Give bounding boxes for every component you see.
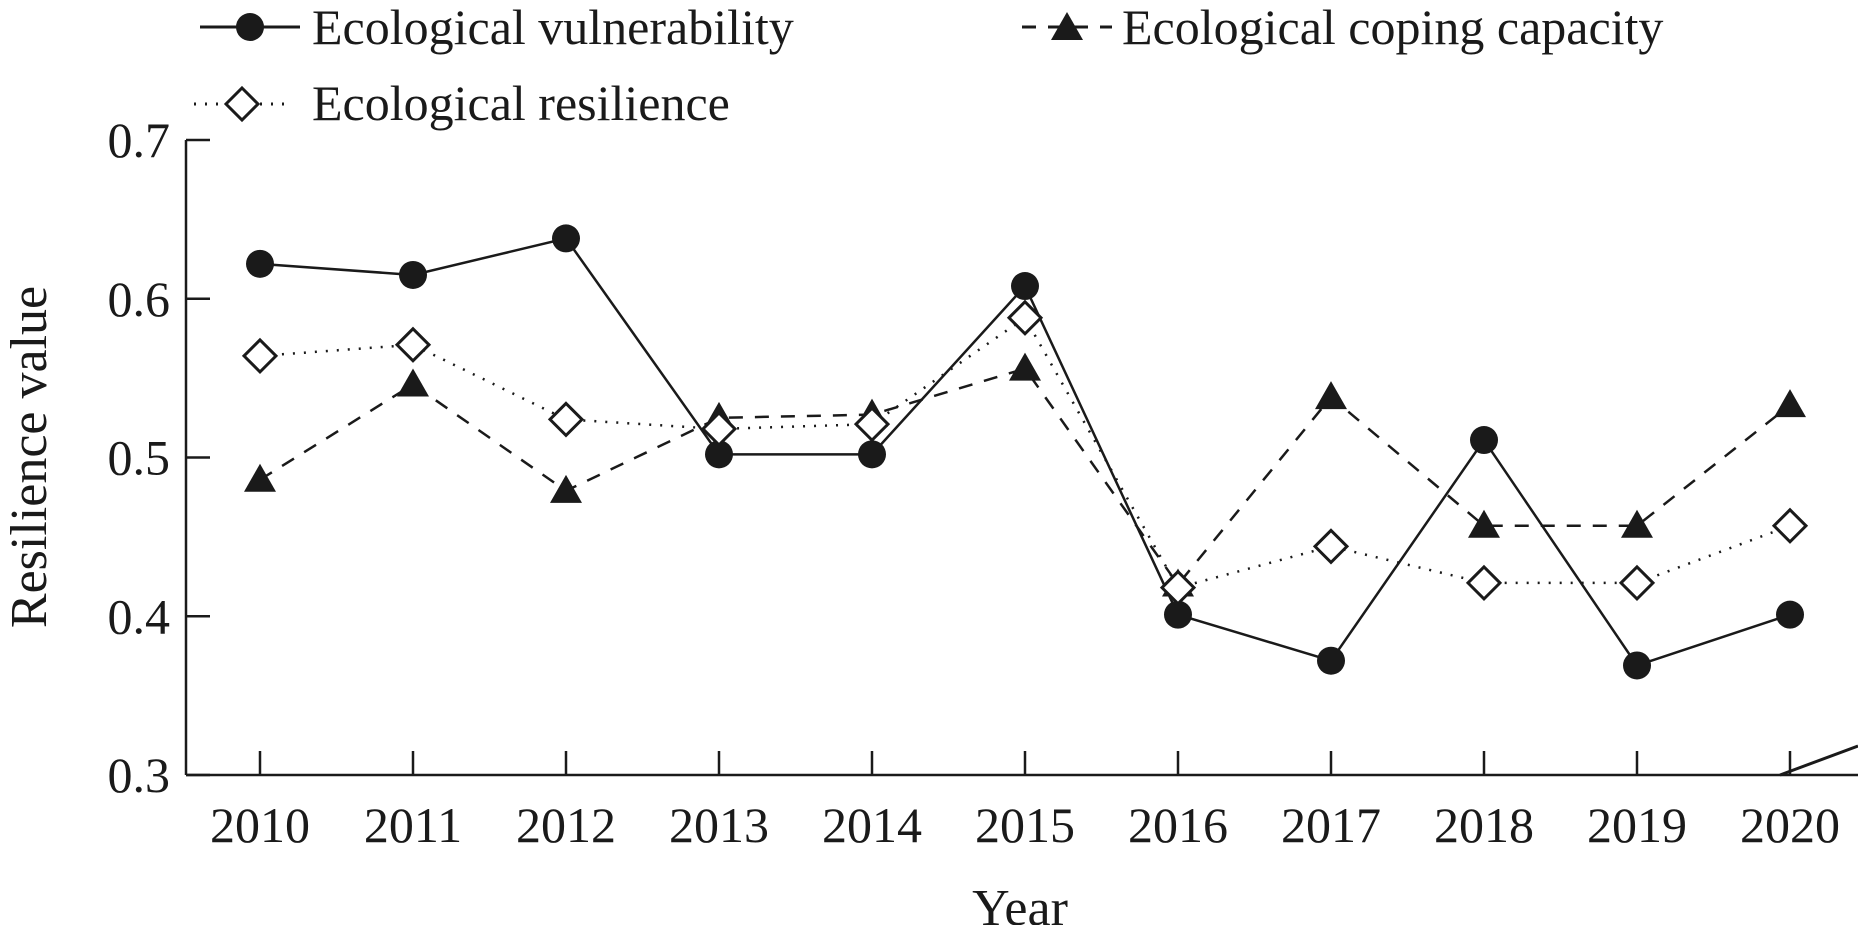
point-vulnerability-2014 (858, 440, 886, 469)
y-ticks: 0.3 0.4 0.5 0.6 0.7 (108, 112, 210, 803)
series-layer (241, 224, 1809, 680)
point-resilience-2010 (241, 337, 279, 375)
point-resilience-2016 (1159, 569, 1197, 606)
point-resilience-2018 (1465, 564, 1503, 602)
y-axis-title: Resilience value (1, 286, 58, 628)
point-coping-2015 (1009, 352, 1041, 381)
point-resilience-2014 (853, 406, 891, 443)
point-vulnerability-2010 (246, 249, 274, 278)
point-vulnerability-2012 (552, 224, 580, 253)
point-vulnerability-2017 (1317, 646, 1345, 675)
x-tick-label-2019: 2019 (1587, 797, 1687, 853)
y-tick-label-1: 0.4 (108, 588, 171, 644)
y-tick-label-0: 0.3 (108, 747, 171, 803)
x-tick-label-2016: 2016 (1128, 797, 1228, 853)
x-tick-label-2018: 2018 (1434, 797, 1534, 853)
point-coping-2020 (1774, 389, 1806, 418)
point-resilience-2020 (1771, 507, 1809, 544)
legend-entry-resilience: Ecological resilience (194, 75, 730, 131)
point-resilience-2011 (394, 326, 432, 363)
point-coping-2017 (1315, 381, 1347, 410)
legend-label-coping: Ecological coping capacity (1122, 0, 1663, 55)
point-vulnerability-2015 (1011, 272, 1039, 301)
x-tick-label-2010: 2010 (210, 797, 310, 853)
legend-label-vulnerability: Ecological vulnerability (312, 0, 794, 55)
point-vulnerability-2019 (1623, 651, 1651, 680)
corner-stroke (1779, 744, 1858, 777)
x-tick-label-2013: 2013 (669, 797, 769, 853)
point-coping-2019 (1621, 509, 1653, 538)
legend-label-resilience: Ecological resilience (312, 75, 730, 131)
point-resilience-2013 (700, 410, 738, 448)
x-ticks: 2010 2011 2012 2013 2014 2015 2016 2017 2018 2019… (210, 751, 1840, 853)
point-resilience-2019 (1618, 564, 1656, 602)
x-tick-label-2012: 2012 (516, 797, 616, 853)
legend: Ecological vulnerability Ecological copi… (194, 0, 1663, 131)
legend-entry-vulnerability: Ecological vulnerability (200, 0, 794, 55)
point-resilience-2015 (1006, 299, 1044, 336)
legend-marker-coping (1051, 12, 1083, 40)
point-coping-2011 (397, 368, 429, 397)
x-tick-label-2020: 2020 (1740, 797, 1840, 853)
x-tick-label-2011: 2011 (364, 797, 462, 853)
x-tick-label-2015: 2015 (975, 797, 1075, 853)
point-vulnerability-2018 (1470, 426, 1498, 455)
legend-marker-resilience (223, 85, 261, 123)
point-coping-2018 (1468, 509, 1500, 538)
point-vulnerability-2013 (705, 440, 733, 469)
legend-marker-vulnerability (236, 13, 264, 41)
point-resilience-2017 (1312, 528, 1350, 565)
y-tick-label-2: 0.5 (108, 430, 171, 486)
point-resilience-2012 (547, 401, 585, 438)
point-vulnerability-2020 (1776, 600, 1804, 629)
point-coping-2012 (550, 474, 582, 503)
x-tick-label-2014: 2014 (822, 797, 922, 853)
legend-entry-coping: Ecological coping capacity (1022, 0, 1663, 55)
point-coping-2010 (244, 463, 276, 492)
x-axis-title: Year (972, 880, 1068, 925)
point-vulnerability-2011 (399, 260, 427, 289)
y-tick-label-4: 0.7 (108, 112, 171, 168)
y-tick-label-3: 0.6 (108, 271, 171, 327)
x-tick-label-2017: 2017 (1281, 797, 1381, 853)
axes (184, 140, 1858, 777)
point-vulnerability-2016 (1164, 600, 1192, 629)
